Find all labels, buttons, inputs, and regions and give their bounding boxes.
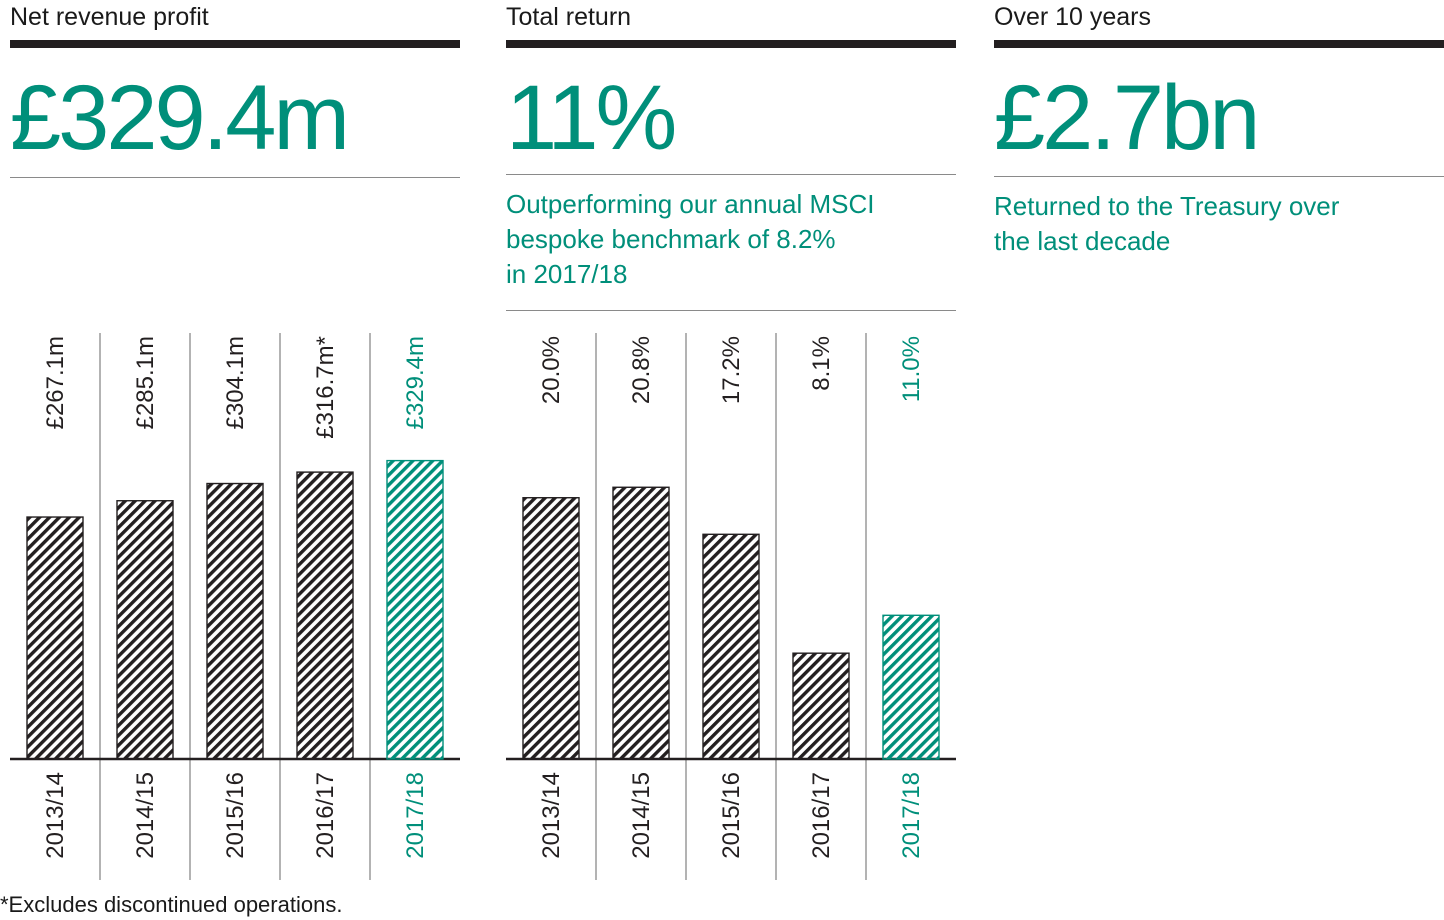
- value-label: £285.1m: [132, 336, 159, 429]
- bar-2015/16: [702, 533, 760, 760]
- value-label: £304.1m: [222, 336, 249, 429]
- bar-2016/17: [296, 471, 354, 760]
- headline-figure: £329.4m: [10, 67, 350, 169]
- bar-2015/16: [206, 482, 264, 760]
- heading-rule: [994, 40, 1444, 48]
- description-line: in 2017/18: [506, 259, 628, 289]
- category-label: 2016/17: [808, 772, 835, 859]
- heading-rule: [506, 40, 956, 48]
- footnote: *Excludes discontinued operations.: [0, 892, 343, 917]
- divider-rule: [506, 310, 956, 311]
- description-line: bespoke benchmark of 8.2%: [506, 224, 836, 254]
- total-return-bar-chart: 20.0% 2013/14 20.8% 2014/15 17.2% 2015/16 8.1%…: [506, 333, 956, 880]
- panel-heading: Net revenue profit: [10, 3, 209, 31]
- category-label: 2013/14: [538, 772, 565, 859]
- headline-figure: 11%: [506, 67, 677, 169]
- bar-2014/15: [612, 486, 670, 760]
- divider-rule: [994, 176, 1444, 177]
- bar-2017/18: [882, 614, 940, 760]
- bar-2017/18: [386, 459, 444, 760]
- panel-heading: Over 10 years: [994, 3, 1152, 31]
- category-label: 2013/14: [42, 772, 69, 859]
- value-label: 11.0%: [898, 336, 925, 402]
- headline-figure: £2.7bn: [994, 67, 1260, 169]
- bar-2013/14: [26, 516, 84, 760]
- category-label: 2014/15: [628, 772, 655, 859]
- category-label: 2016/17: [312, 772, 339, 859]
- divider-rule: [10, 177, 460, 178]
- bar-2013/14: [522, 497, 580, 760]
- net-revenue-bar-chart: £267.1m 2013/14 £285.1m 2014/15 £304.1m 2015/…: [10, 333, 460, 880]
- value-label: £267.1m: [42, 336, 69, 429]
- heading-rule: [10, 40, 460, 48]
- description-line: the last decade: [994, 226, 1171, 256]
- bar-2016/17: [792, 652, 850, 760]
- description-text: Outperforming our annual MSCI bespoke be…: [506, 187, 875, 292]
- value-label: 17.2%: [718, 336, 745, 404]
- category-label: 2015/16: [718, 772, 745, 859]
- value-label: £329.4m: [402, 336, 429, 429]
- value-label: 8.1%: [808, 336, 835, 391]
- value-label: 20.0%: [538, 336, 565, 404]
- description-text: Returned to the Treasury over the last d…: [994, 189, 1339, 259]
- category-label: 2017/18: [898, 772, 925, 859]
- panel-heading: Total return: [506, 3, 632, 31]
- description-line: Outperforming our annual MSCI: [506, 189, 875, 219]
- description-line: Returned to the Treasury over: [994, 191, 1340, 221]
- category-label: 2015/16: [222, 772, 249, 859]
- category-label: 2017/18: [402, 772, 429, 859]
- bar-2014/15: [116, 500, 174, 760]
- divider-rule: [506, 174, 956, 175]
- value-label: 20.8%: [628, 336, 655, 404]
- value-label: £316.7m*: [312, 336, 339, 439]
- category-label: 2014/15: [132, 772, 159, 859]
